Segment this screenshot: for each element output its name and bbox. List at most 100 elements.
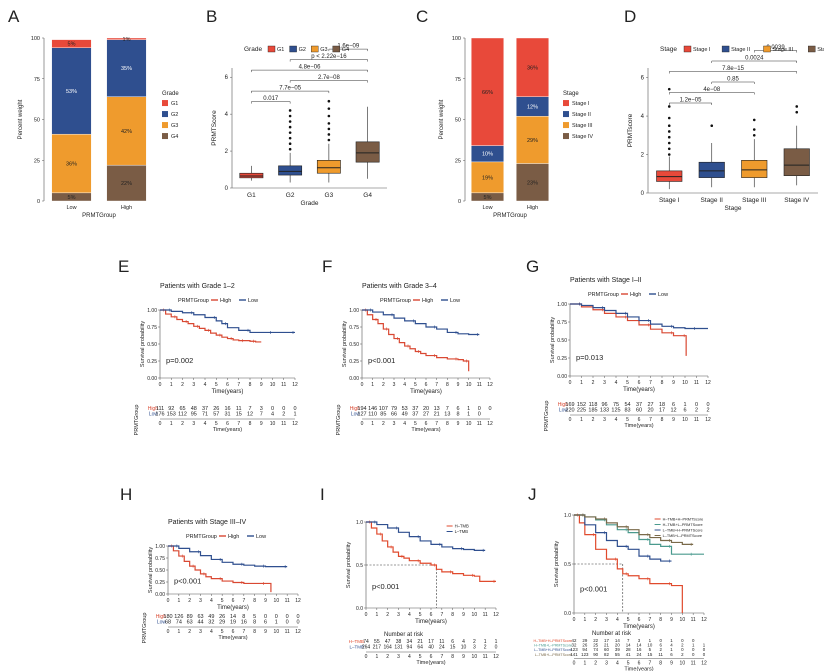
risk-count: 1 bbox=[275, 620, 278, 626]
risk-x-tick-label: 10 bbox=[466, 421, 472, 427]
risk-count: 0 bbox=[706, 402, 709, 408]
risk-count: 75 bbox=[613, 402, 619, 408]
risk-count: 7 bbox=[260, 412, 263, 418]
x-tick-label: 2 bbox=[592, 380, 595, 386]
panel-J-chart: H–TMB+H–PRMTScoreH–TMB+L–PRMTScoreL–TMB+… bbox=[534, 513, 707, 671]
risk-count: 29 bbox=[582, 638, 587, 643]
x-tick-label: 7 bbox=[440, 612, 443, 618]
outlier-point bbox=[327, 138, 331, 142]
bar-segment-stage-iv bbox=[516, 163, 549, 202]
x-tick-label: 3 bbox=[605, 617, 608, 623]
risk-count: 0 bbox=[703, 652, 706, 657]
risk-row-name: L–TMB bbox=[349, 645, 364, 650]
risk-count: 0 bbox=[659, 638, 662, 643]
y-axis-title: Survival probability bbox=[140, 321, 146, 367]
x-tick-label: 9 bbox=[264, 598, 267, 604]
risk-x-tick-label: 7 bbox=[237, 421, 240, 427]
risk-count: 1 bbox=[484, 639, 487, 645]
x-tick-label: 3 bbox=[192, 382, 195, 388]
risk-x-tick-label: 11 bbox=[477, 421, 482, 427]
risk-count: 74 bbox=[363, 639, 369, 645]
risk-x-tick-label: 0 bbox=[159, 421, 162, 427]
risk-x-tick-label: 2 bbox=[188, 629, 191, 635]
risk-x-tick-label: 5 bbox=[221, 629, 224, 635]
risk-x-tick-label: 4 bbox=[408, 654, 411, 660]
risk-x-tick-label: 4 bbox=[403, 421, 406, 427]
x-tick-label: 7 bbox=[649, 380, 652, 386]
legend-label: Stage II bbox=[731, 47, 750, 53]
risk-count: 55 bbox=[615, 652, 620, 657]
x-axis-title: Time(years) bbox=[410, 389, 442, 395]
risk-count: 63 bbox=[187, 620, 193, 626]
comparison-bracket bbox=[289, 80, 368, 83]
x-tick-label: 6 bbox=[638, 380, 641, 386]
risk-count: 12 bbox=[247, 412, 253, 418]
y-tick-label: 0.50 bbox=[557, 338, 567, 344]
risk-x-axis-title: Time(years) bbox=[624, 423, 653, 429]
legend-swatch bbox=[563, 100, 569, 107]
comparison-p-value: 4e−08 bbox=[703, 87, 721, 93]
risk-count: 0 bbox=[275, 614, 278, 620]
outlier-point bbox=[327, 133, 331, 136]
risk-count: 42 bbox=[572, 638, 577, 643]
risk-x-tick-label: 10 bbox=[472, 654, 478, 660]
risk-count: 0 bbox=[296, 614, 299, 620]
risk-count: 34 bbox=[407, 639, 413, 645]
risk-count: 6 bbox=[456, 406, 459, 412]
x-tick-label: 8 bbox=[659, 617, 662, 623]
risk-count: 26 bbox=[582, 643, 587, 648]
outlier-point bbox=[752, 128, 756, 131]
x-tick-label: 7 bbox=[242, 598, 245, 604]
risk-count: 17 bbox=[659, 408, 665, 414]
legend-swatch bbox=[563, 122, 569, 129]
x-tick-label: 4 bbox=[204, 382, 207, 388]
x-axis-title: Time(years) bbox=[217, 605, 249, 611]
legend-label: H–TMB+L–PRMTScore bbox=[663, 523, 703, 527]
risk-x-tick-label: 12 bbox=[295, 629, 301, 635]
comparison-p-value: p < 2.22e−16 bbox=[311, 54, 347, 60]
risk-count: 44 bbox=[197, 620, 203, 626]
x-tick-label: 5 bbox=[414, 382, 417, 388]
risk-x-tick-label: 6 bbox=[232, 629, 235, 635]
risk-x-tick-label: 8 bbox=[451, 654, 454, 660]
risk-row-name: Low bbox=[157, 620, 167, 626]
risk-count: 0 bbox=[296, 620, 299, 626]
y-tick-label: 50 bbox=[455, 118, 461, 124]
p-value: p<0.001 bbox=[368, 356, 395, 365]
risk-row-name: Low bbox=[559, 408, 569, 414]
legend-swatch bbox=[563, 111, 569, 118]
data-label: 35% bbox=[121, 66, 132, 72]
risk-count: 15 bbox=[450, 645, 456, 651]
risk-x-tick-label: 6 bbox=[638, 660, 641, 666]
bar-segment-stage-iii bbox=[471, 161, 504, 194]
x-axis-title: PRMTGroup bbox=[493, 213, 527, 219]
risk-count: 29 bbox=[219, 620, 225, 626]
x-tick-label: 6 bbox=[638, 617, 641, 623]
risk-count: 4 bbox=[670, 643, 673, 648]
x-tick-label: 12 bbox=[295, 598, 301, 604]
x-tick-label: 10 bbox=[274, 598, 280, 604]
risk-count: 4 bbox=[271, 412, 274, 418]
legend-label: High bbox=[630, 292, 641, 298]
risk-y-axis-title: PRMTGroup bbox=[134, 405, 140, 436]
y-tick-label: 1.00 bbox=[557, 302, 567, 308]
y-axis-title: PRMTScore bbox=[211, 110, 218, 146]
risk-count: 60 bbox=[636, 408, 642, 414]
risk-count: 0 bbox=[681, 638, 684, 643]
legend-label: Low bbox=[450, 298, 460, 304]
legend-title: PRMTGroup bbox=[186, 534, 217, 540]
risk-count: 1 bbox=[495, 639, 498, 645]
y-tick-label: 2 bbox=[641, 153, 645, 159]
x-tick-label: 1 bbox=[583, 617, 586, 623]
legend-label: G4 bbox=[171, 134, 178, 140]
risk-x-tick-label: 5 bbox=[414, 421, 417, 427]
x-tick-label: 1 bbox=[177, 598, 180, 604]
risk-x-tick-label: 5 bbox=[627, 660, 630, 666]
risk-count: 49 bbox=[208, 614, 214, 620]
risk-count: 20 bbox=[423, 406, 429, 412]
x-tick-label: Stage II bbox=[701, 197, 724, 204]
risk-count: 0 bbox=[478, 412, 481, 418]
risk-count: 11 bbox=[236, 406, 242, 412]
risk-row-name: H–TMB bbox=[349, 639, 364, 644]
